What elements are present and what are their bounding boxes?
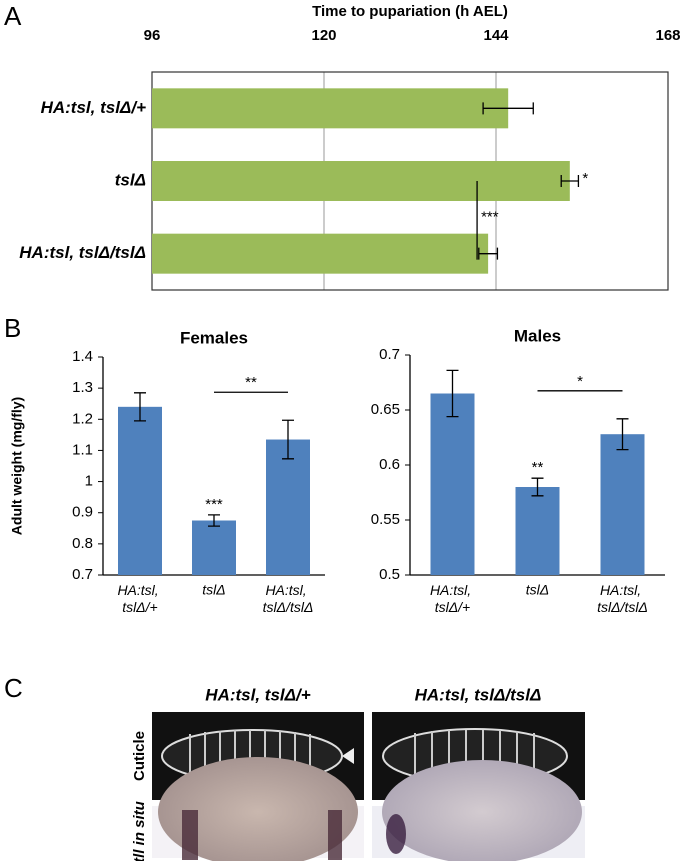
error-bar	[282, 419, 294, 460]
annotation: *	[582, 170, 588, 187]
y-tick-label: 1.1	[72, 441, 93, 458]
column-label: HA:tsl, tslΔ/+	[205, 685, 310, 704]
error-bar	[482, 102, 534, 115]
y-tick-label: 0.7	[379, 346, 400, 363]
category-label: HA:tsl, tslΔ/tslΔ	[597, 582, 648, 615]
embryo	[158, 757, 358, 861]
annotation: ***	[205, 496, 223, 513]
category-label: tslΔ	[115, 170, 146, 189]
bar	[515, 487, 560, 575]
bar	[192, 520, 236, 575]
y-tick-label: 0.5	[379, 566, 400, 583]
x-tick-label: 96	[144, 27, 161, 44]
bar	[152, 88, 509, 129]
panel-label: B	[4, 313, 21, 343]
annotation: **	[532, 459, 544, 476]
annotation: *	[577, 373, 583, 390]
category-label: HA:tsl, tslΔ/+	[117, 582, 162, 615]
bar	[600, 434, 645, 575]
error-bar	[478, 247, 499, 260]
y-axis-title: Adult weight (mg/fly)	[9, 397, 25, 535]
error-bar	[208, 514, 220, 527]
y-tick-label: 0.65	[371, 401, 400, 418]
panel-label: A	[4, 1, 22, 31]
y-tick-label: 0.8	[72, 535, 93, 552]
row-label: Cuticle	[131, 731, 148, 781]
annotation: ***	[481, 208, 499, 225]
y-tick-label: 0.6	[379, 456, 400, 473]
y-tick-label: 0.55	[371, 511, 400, 528]
category-label: HA:tsl, tslΔ/+	[41, 98, 146, 117]
error-bar	[446, 369, 459, 418]
column-label: HA:tsl, tslΔ/tslΔ	[415, 685, 542, 704]
category-label: tslΔ	[526, 582, 549, 598]
error-bar	[134, 392, 146, 422]
chart-title: Females	[180, 328, 248, 347]
x-tick-label: 168	[655, 27, 680, 44]
x-tick-label: 120	[311, 27, 336, 44]
x-axis-title: Time to pupariation (h AEL)	[312, 3, 508, 20]
panel-label: C	[4, 673, 23, 703]
y-tick-label: 1.4	[72, 348, 93, 365]
bar	[152, 233, 489, 274]
embryo	[382, 760, 582, 861]
category-label: HA:tsl, tslΔ/tslΔ	[263, 582, 314, 615]
bar	[266, 439, 310, 575]
image-panel	[152, 712, 585, 861]
error-bar	[616, 418, 629, 451]
annotation: **	[245, 374, 257, 391]
y-tick-label: 1	[85, 473, 93, 490]
category-label: HA:tsl, tslΔ/+	[430, 582, 475, 615]
error-bar	[531, 477, 544, 497]
y-tick-label: 1.3	[72, 379, 93, 396]
bar	[118, 406, 162, 575]
chart-title: Males	[514, 326, 561, 345]
x-tick-label: 144	[483, 27, 509, 44]
row-label: tll in situ	[131, 801, 148, 861]
error-bar	[560, 175, 580, 187]
y-tick-label: 0.7	[72, 566, 93, 583]
bar	[152, 161, 570, 201]
y-tick-label: 1.2	[72, 410, 93, 427]
category-label: HA:tsl, tslΔ/tslΔ	[19, 243, 146, 262]
category-label: tslΔ	[202, 582, 225, 598]
bar	[430, 393, 475, 575]
y-tick-label: 0.9	[72, 504, 93, 521]
